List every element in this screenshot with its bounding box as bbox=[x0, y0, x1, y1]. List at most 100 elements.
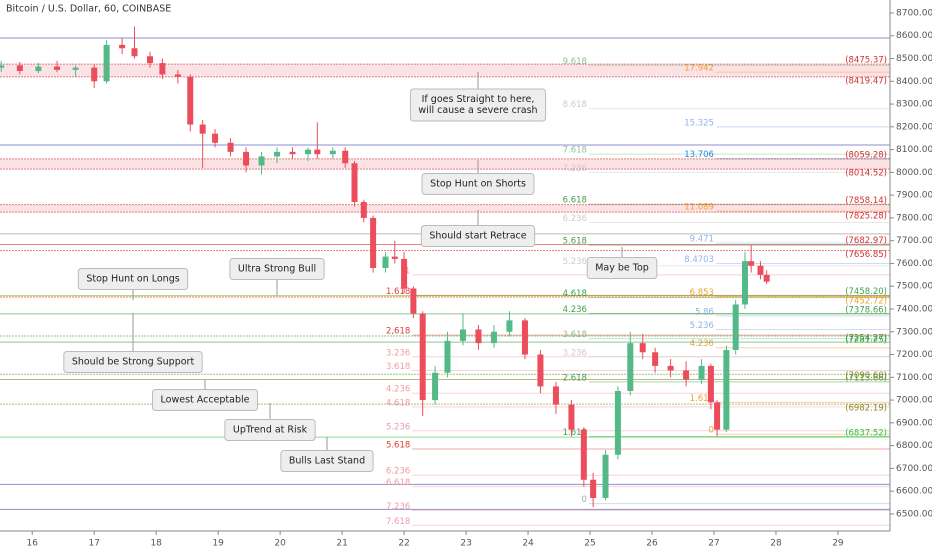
fib-label: 0 bbox=[582, 495, 587, 505]
fib-label: 1.618 bbox=[386, 287, 410, 297]
candle-body bbox=[707, 365, 714, 403]
fib-label: 7.236 bbox=[386, 502, 410, 512]
candle-body bbox=[199, 124, 206, 134]
level-label: (7656.85) bbox=[845, 250, 887, 260]
fib-label: 6.618 bbox=[386, 478, 410, 488]
fib-label: 6.236 bbox=[563, 214, 587, 224]
callout-text: will cause a severe crash bbox=[418, 105, 537, 116]
callout-box bbox=[224, 419, 316, 441]
candle-body bbox=[91, 67, 98, 82]
y-tick-label: 7100.00 bbox=[896, 373, 932, 383]
candle-body bbox=[590, 479, 597, 498]
fib-label: 7.618 bbox=[386, 517, 410, 527]
candle-body bbox=[274, 151, 281, 157]
candle-body bbox=[146, 56, 153, 64]
candle-body bbox=[639, 343, 646, 353]
level-label: (8419.47) bbox=[845, 76, 887, 86]
fib-label: 6.236 bbox=[386, 467, 410, 477]
fib-label: 5.618 bbox=[386, 441, 410, 451]
callout-box bbox=[409, 88, 547, 122]
fib-label: 4.618 bbox=[563, 289, 587, 299]
candle-body bbox=[305, 149, 312, 155]
candle-body bbox=[314, 149, 321, 155]
y-tick-label: 6600.00 bbox=[896, 487, 932, 497]
chart-title: Bitcoin / U.S. Dollar, 60, COINBASE bbox=[6, 4, 171, 15]
level-label: (7682.97) bbox=[845, 236, 887, 246]
callout-box bbox=[280, 450, 374, 472]
y-tick-label: 7300.00 bbox=[896, 327, 932, 337]
x-tick-label: 27 bbox=[708, 539, 719, 549]
candle-body bbox=[212, 133, 219, 143]
candle-body bbox=[72, 67, 79, 70]
candle-body bbox=[370, 217, 377, 269]
fib-label: 9.471 bbox=[690, 234, 714, 244]
x-tick-label: 21 bbox=[336, 539, 347, 549]
x-tick-label: 22 bbox=[398, 539, 409, 549]
level-label: (6982.19) bbox=[845, 404, 887, 414]
candle-body bbox=[683, 370, 690, 380]
candle-body bbox=[391, 256, 398, 259]
candle-body bbox=[537, 354, 544, 387]
callout-box bbox=[586, 257, 658, 279]
candle-body bbox=[174, 74, 181, 77]
candle-body bbox=[35, 66, 42, 72]
candle-body bbox=[580, 429, 587, 480]
fib-label: 0 bbox=[709, 426, 714, 436]
fib-label: 4.618 bbox=[386, 398, 410, 408]
candle-body bbox=[490, 331, 497, 344]
candle-body bbox=[0, 65, 5, 68]
level-label: (8059.28) bbox=[845, 150, 887, 160]
candle-body bbox=[698, 365, 705, 380]
candle-body bbox=[54, 66, 61, 70]
fib-label: 4.236 bbox=[386, 385, 410, 395]
x-tick-label: 24 bbox=[522, 539, 534, 549]
level-label: (7825.28) bbox=[845, 212, 887, 222]
candle-body bbox=[714, 402, 721, 430]
fib-label: 4.236 bbox=[690, 339, 714, 349]
y-tick-label: 7000.00 bbox=[896, 396, 932, 406]
candle-body bbox=[351, 163, 358, 202]
y-tick-label: 8400.00 bbox=[896, 77, 932, 87]
candle-body bbox=[16, 65, 23, 72]
callout-text: Bulls Last Stand bbox=[289, 456, 365, 467]
candle-body bbox=[552, 386, 559, 405]
y-tick-label: 6700.00 bbox=[896, 464, 932, 474]
candle-body bbox=[432, 372, 439, 401]
zone bbox=[0, 204, 890, 213]
callout-text: Stop Hunt on Longs bbox=[86, 274, 179, 285]
fib-label: 4.236 bbox=[563, 305, 587, 315]
candle-body bbox=[258, 156, 265, 166]
x-tick-label: 29 bbox=[832, 539, 844, 549]
callout-text: UpTrend at Risk bbox=[233, 425, 308, 436]
y-tick-label: 8100.00 bbox=[896, 145, 932, 155]
candle-body bbox=[475, 329, 482, 344]
level-label: (8014.52) bbox=[845, 169, 887, 179]
level-label: (8475.37) bbox=[845, 56, 887, 66]
x-tick-label: 18 bbox=[150, 539, 162, 549]
candle-body bbox=[103, 44, 110, 82]
x-tick-label: 26 bbox=[646, 539, 658, 549]
fib-label: 1 bbox=[405, 266, 410, 276]
candle-body bbox=[382, 256, 389, 269]
candle-body bbox=[568, 404, 575, 430]
y-tick-label: 8600.00 bbox=[896, 31, 932, 41]
callout-box bbox=[77, 268, 189, 290]
y-tick-label: 7700.00 bbox=[896, 236, 932, 246]
x-tick-label: 20 bbox=[274, 539, 286, 549]
level-label: (7090.60) bbox=[845, 371, 887, 381]
fib-label: 2.618 bbox=[563, 373, 587, 383]
candle-body bbox=[329, 150, 336, 155]
level-label: (7113.66) bbox=[845, 374, 887, 384]
level-label: (7254.27) bbox=[845, 334, 887, 344]
y-tick-label: 8200.00 bbox=[896, 122, 932, 132]
fib-label: 3.236 bbox=[563, 348, 587, 358]
fib-label: 5.618 bbox=[563, 237, 587, 247]
y-tick-label: 7900.00 bbox=[896, 191, 932, 201]
zone bbox=[0, 64, 890, 77]
fib-label: 8.618 bbox=[563, 100, 587, 110]
candle-body bbox=[289, 151, 296, 155]
y-tick-label: 7800.00 bbox=[896, 213, 932, 223]
x-tick-label: 25 bbox=[584, 539, 595, 549]
fib-label: 5.236 bbox=[386, 422, 410, 432]
